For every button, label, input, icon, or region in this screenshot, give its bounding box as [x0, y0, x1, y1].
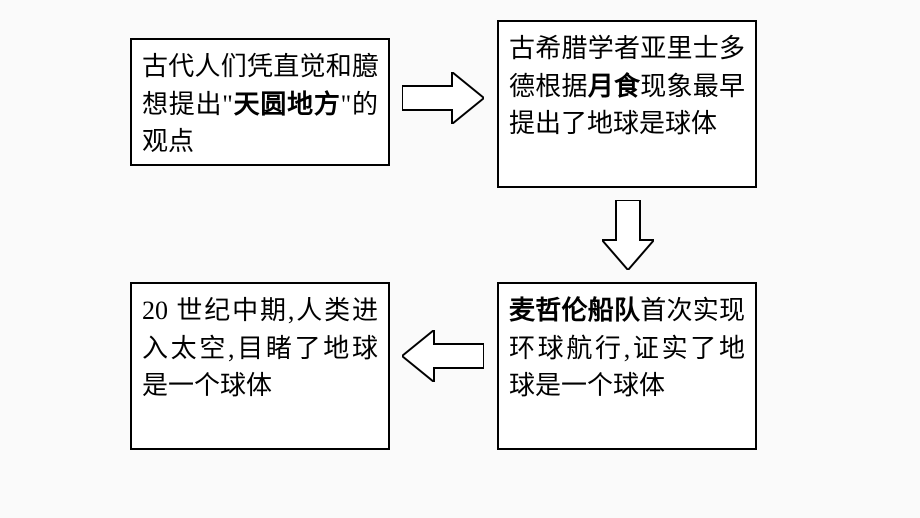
- arrow-left-icon: [402, 330, 484, 382]
- box4-text: 20 世纪中期,人类进入太空,目睹了地球是一个球体: [142, 296, 378, 400]
- box3-text: 麦哲伦船队首次实现环球航行,证实了地球是一个球体: [509, 296, 745, 400]
- arrow-right-icon: [402, 72, 484, 124]
- box-aristotle-eclipse: 古希腊学者亚里士多德根据月食现象最早提出了地球是球体: [497, 20, 757, 188]
- box2-text: 古希腊学者亚里士多德根据月食现象最早提出了地球是球体: [509, 34, 745, 138]
- box-magellan-voyage: 麦哲伦船队首次实现环球航行,证实了地球是一个球体: [497, 282, 757, 450]
- box-space-20th-century: 20 世纪中期,人类进入太空,目睹了地球是一个球体: [130, 282, 390, 450]
- box-ancient-intuition: 古代人们凭直觉和臆想提出"天圆地方"的观点: [130, 38, 390, 166]
- arrow-down-icon: [602, 200, 654, 270]
- box1-text: 古代人们凭直觉和臆想提出"天圆地方"的观点: [142, 52, 378, 156]
